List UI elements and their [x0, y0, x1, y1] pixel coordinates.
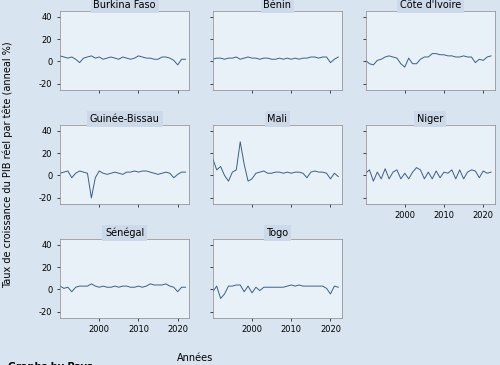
Title: Bénin: Bénin	[264, 0, 291, 10]
Title: Burkina Faso: Burkina Faso	[94, 0, 156, 10]
Title: Sénégal: Sénégal	[105, 228, 144, 238]
Title: Guinée-Bissau: Guinée-Bissau	[90, 114, 160, 124]
Title: Togo: Togo	[266, 228, 288, 238]
Title: Niger: Niger	[417, 114, 444, 124]
Text: Années: Années	[177, 353, 213, 363]
Title: Mali: Mali	[268, 114, 287, 124]
Text: Graphs by Pays: Graphs by Pays	[8, 362, 92, 365]
Text: Taux de croissance du PIB réel par tête (anneal %): Taux de croissance du PIB réel par tête …	[2, 41, 13, 288]
Title: Côte d'Ivoire: Côte d'Ivoire	[400, 0, 461, 10]
